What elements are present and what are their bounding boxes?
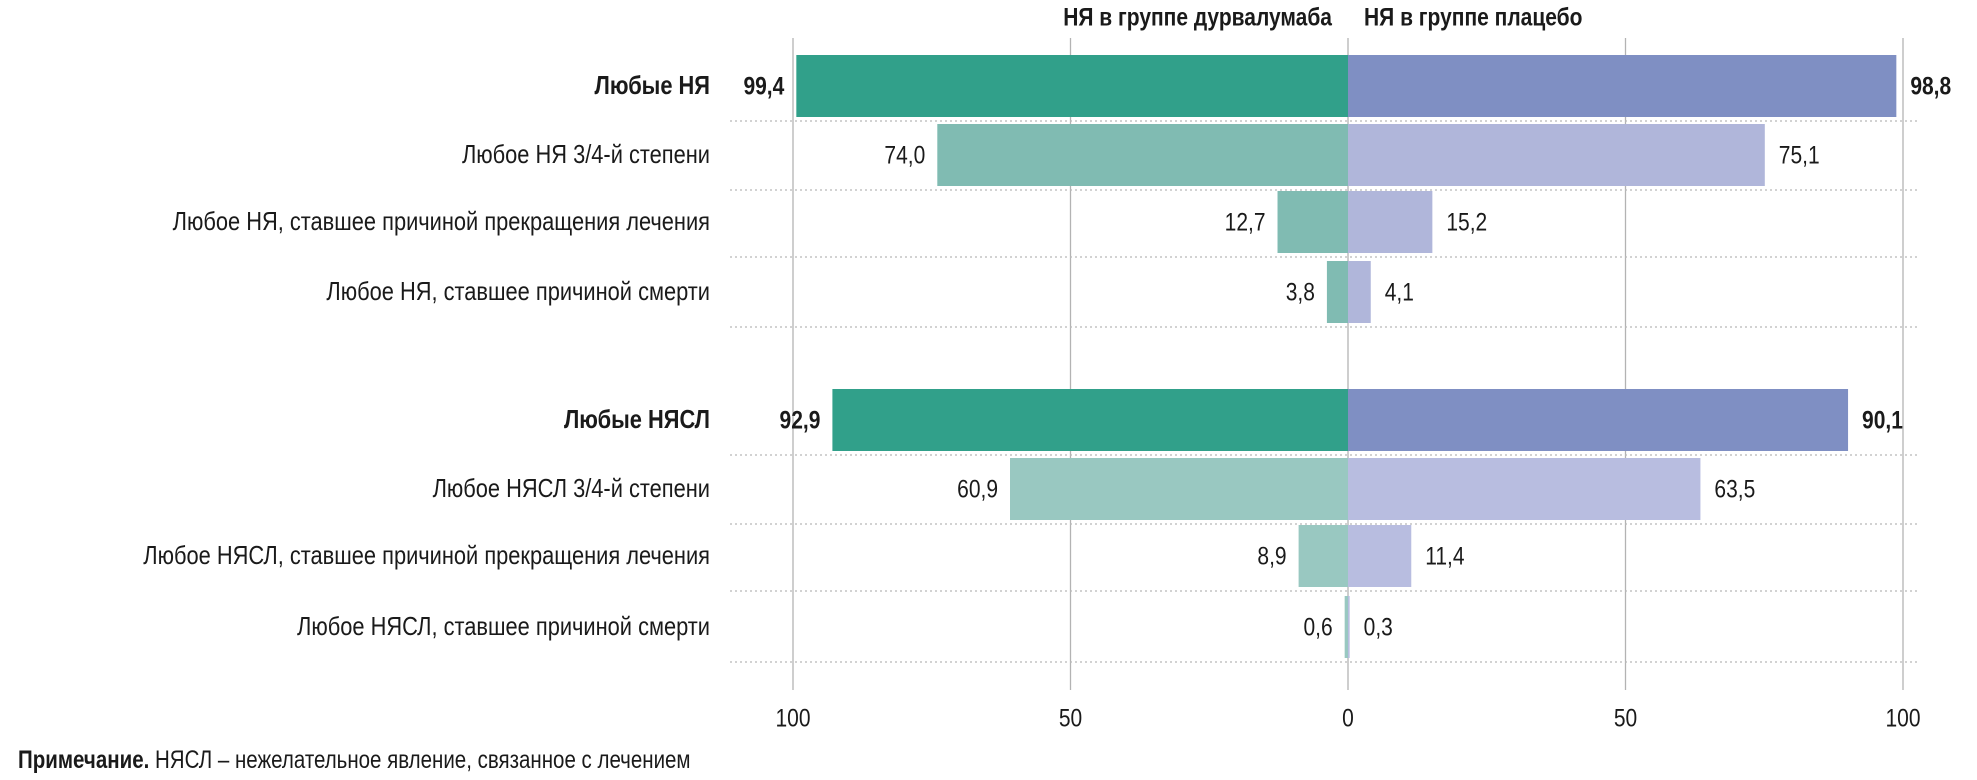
x-tick-label-0: 100 bbox=[775, 704, 810, 732]
chart-note: Примечание. НЯСЛ – нежелательное явление… bbox=[18, 746, 691, 775]
bar-right-4 bbox=[1348, 389, 1849, 451]
bar-left-5 bbox=[1010, 458, 1348, 520]
category-label-6: Любое НЯСЛ, ставшее причиной прекращения… bbox=[143, 541, 710, 570]
x-tick-label-1: 50 bbox=[1059, 704, 1082, 732]
bar-right-2 bbox=[1348, 191, 1433, 253]
value-label-right-2: 15,2 bbox=[1446, 208, 1487, 236]
category-label-0: Любые НЯ bbox=[595, 71, 710, 100]
bar-left-3 bbox=[1326, 261, 1348, 323]
value-label-right-6: 11,4 bbox=[1425, 542, 1464, 570]
x-tick-label-2: 0 bbox=[1342, 704, 1354, 732]
category-label-4: Любые НЯСЛ bbox=[564, 405, 710, 434]
bar-right-7 bbox=[1348, 596, 1350, 658]
value-label-left-7: 0,6 bbox=[1303, 613, 1332, 641]
value-label-left-2: 12,7 bbox=[1225, 208, 1266, 236]
value-label-right-1: 75,1 bbox=[1779, 141, 1820, 169]
category-label-7: Любое НЯСЛ, ставшее причиной смерти bbox=[297, 612, 710, 641]
bar-left-0 bbox=[796, 55, 1348, 117]
bar-right-0 bbox=[1348, 55, 1897, 117]
value-label-right-4: 90,1 bbox=[1862, 406, 1903, 434]
note-label: Примечание. bbox=[18, 746, 150, 774]
bar-left-6 bbox=[1298, 525, 1348, 587]
value-label-left-6: 8,9 bbox=[1257, 542, 1286, 570]
value-label-left-5: 60,9 bbox=[957, 475, 998, 503]
x-tick-label-4: 100 bbox=[1885, 704, 1920, 732]
bar-right-1 bbox=[1348, 124, 1765, 186]
legend-left-series: НЯ в группе дурвалумаба bbox=[1063, 3, 1332, 31]
category-label-3: Любое НЯ, ставшее причиной смерти bbox=[326, 277, 710, 306]
value-label-left-0: 99,4 bbox=[743, 72, 784, 100]
bar-left-2 bbox=[1277, 191, 1348, 253]
value-label-left-4: 92,9 bbox=[780, 406, 821, 434]
value-label-right-0: 98,8 bbox=[1910, 72, 1951, 100]
value-label-right-7: 0,3 bbox=[1364, 613, 1393, 641]
note-text: НЯСЛ – нежелательное явление, связанное … bbox=[149, 746, 691, 774]
category-label-1: Любое НЯ 3/4-й степени bbox=[462, 140, 710, 169]
bar-left-4 bbox=[832, 389, 1348, 451]
legend-right-series: НЯ в группе плацебо bbox=[1364, 3, 1582, 31]
value-label-right-3: 4,1 bbox=[1385, 278, 1414, 306]
value-label-left-3: 3,8 bbox=[1286, 278, 1315, 306]
value-label-left-1: 74,0 bbox=[884, 141, 925, 169]
bar-right-6 bbox=[1348, 525, 1412, 587]
category-label-2: Любое НЯ, ставшее причиной прекращения л… bbox=[173, 207, 710, 236]
value-label-right-5: 63,5 bbox=[1714, 475, 1755, 503]
bar-right-3 bbox=[1348, 261, 1371, 323]
bar-left-1 bbox=[937, 124, 1348, 186]
bar-left-7 bbox=[1344, 596, 1348, 658]
x-tick-label-3: 50 bbox=[1614, 704, 1637, 732]
bar-right-5 bbox=[1348, 458, 1701, 520]
category-label-5: Любое НЯСЛ 3/4-й степени bbox=[433, 474, 710, 503]
